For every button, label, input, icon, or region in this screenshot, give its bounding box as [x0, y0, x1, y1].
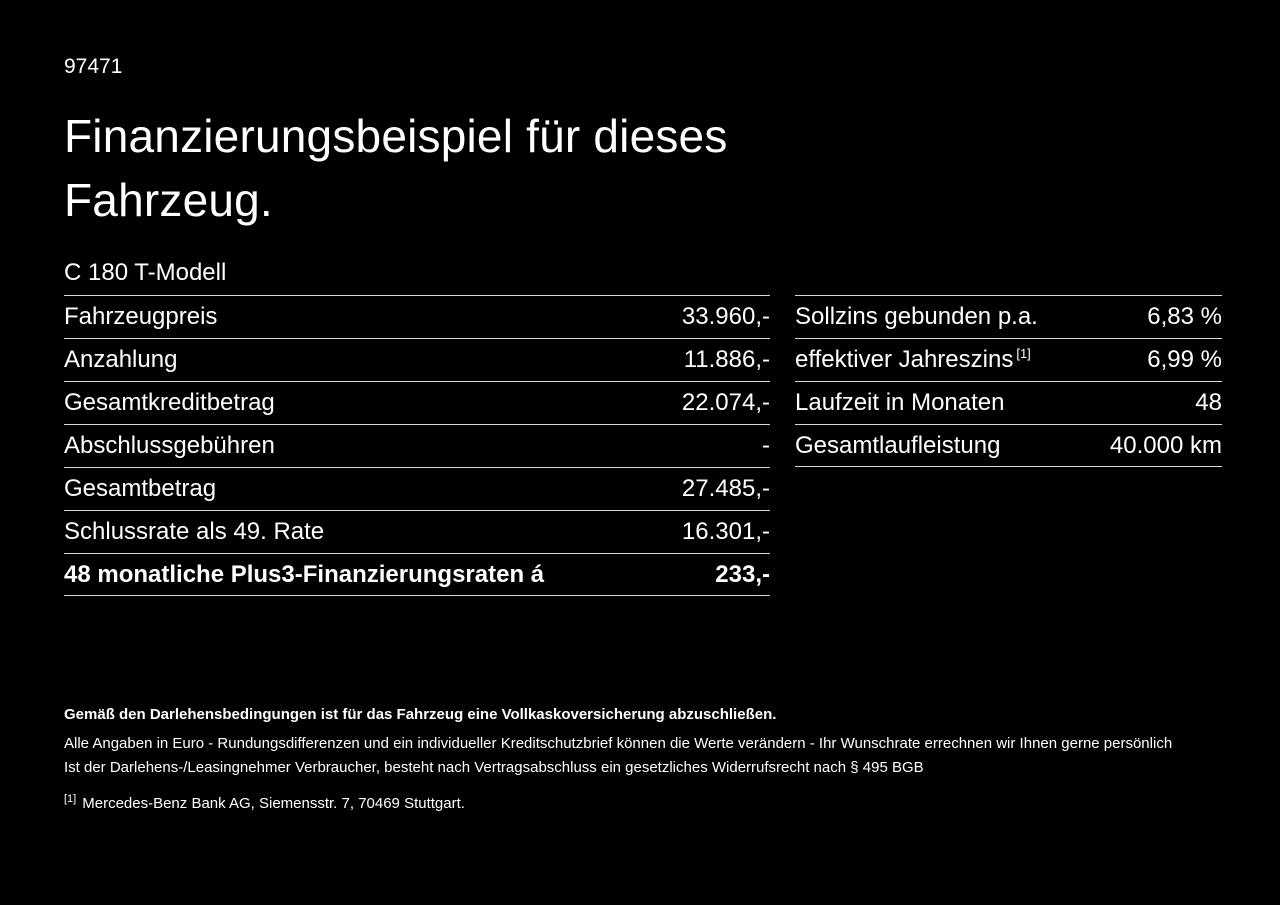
row-value: 11.886,- — [683, 346, 770, 373]
table-row: Laufzeit in Monaten 48 — [795, 381, 1222, 424]
footnote-reference: [1] — [1016, 346, 1031, 361]
row-label: 48 monatliche Plus3-Finanzierungsraten á — [64, 560, 545, 588]
row-label: Abschlussgebühren — [64, 432, 275, 459]
table-row: Anzahlung 11.886,- — [64, 338, 770, 381]
table-row: Sollzins gebunden p.a. 6,83 % — [795, 295, 1222, 338]
page-title: Finanzierungsbeispiel für dieses Fahrzeu… — [64, 110, 728, 226]
row-value: 33.960,- — [681, 303, 770, 330]
table-row: Fahrzeugpreis 33.960,- — [64, 295, 770, 338]
row-value: 27.485,- — [681, 475, 770, 502]
row-label: Schlussrate als 49. Rate — [64, 518, 325, 545]
row-label: Gesamtlaufleistung — [795, 431, 1001, 459]
row-label: effektiver Jahreszins [1] — [795, 346, 1031, 374]
footnote-marker: [1] — [64, 793, 77, 805]
row-label: Sollzins gebunden p.a. — [795, 303, 1038, 330]
table-row: Gesamtbetrag 27.485,- — [64, 467, 770, 510]
interest-details-table: Sollzins gebunden p.a. 6,83 % effektiver… — [795, 295, 1222, 467]
row-value: 22.074,- — [681, 389, 770, 416]
footer-disclaimer-line: Alle Angaben in Euro - Rundungsdifferenz… — [64, 735, 1173, 752]
row-value: 233,- — [715, 560, 770, 588]
footnote: [1] Mercedes-Benz Bank AG, Siemensstr. 7,… — [64, 787, 1222, 816]
insurance-note: Gemäß den Darlehensbedingungen ist für d… — [64, 706, 777, 723]
footnote-text: Mercedes-Benz Bank AG, Siemensstr. 7, 70… — [82, 795, 465, 812]
row-label: Gesamtkreditbetrag — [64, 389, 275, 416]
row-value: 16.301,- — [681, 518, 770, 545]
row-value: 40.000 km — [1109, 431, 1222, 459]
row-value: 6,83 % — [1147, 303, 1222, 330]
row-label: Fahrzeugpreis — [64, 303, 218, 330]
table-row: Gesamtkreditbetrag 22.074,- — [64, 381, 770, 424]
row-label: Gesamtbetrag — [64, 475, 217, 502]
table-row: Schlussrate als 49. Rate 16.301,- — [64, 510, 770, 553]
row-label: Laufzeit in Monaten — [795, 389, 1005, 416]
vehicle-model: C 180 T-Modell — [64, 259, 227, 286]
table-row: Gesamtlaufleistung 40.000 km — [795, 424, 1222, 467]
table-row: Abschlussgebühren - — [64, 424, 770, 467]
legal-footer: Gemäß den Darlehensbedingungen ist für d… — [64, 703, 1222, 816]
table-row: effektiver Jahreszins [1] 6,99 % — [795, 338, 1222, 381]
vehicle-id: 97471 — [64, 55, 123, 78]
row-value: - — [762, 432, 770, 459]
financing-details-table: Fahrzeugpreis 33.960,- Anzahlung 11.886,… — [64, 295, 770, 596]
row-value: 6,99 % — [1147, 346, 1222, 373]
row-value: 48 — [1195, 389, 1222, 416]
row-label: Anzahlung — [64, 346, 178, 373]
table-row-monthly-rate: 48 monatliche Plus3-Finanzierungsraten á… — [64, 553, 770, 596]
footer-disclaimer-line: Ist der Darlehens-/Leasingnehmer Verbrau… — [64, 759, 924, 776]
row-label-text: effektiver Jahreszins — [795, 346, 1014, 373]
financing-tables: Fahrzeugpreis 33.960,- Anzahlung 11.886,… — [64, 295, 1222, 596]
